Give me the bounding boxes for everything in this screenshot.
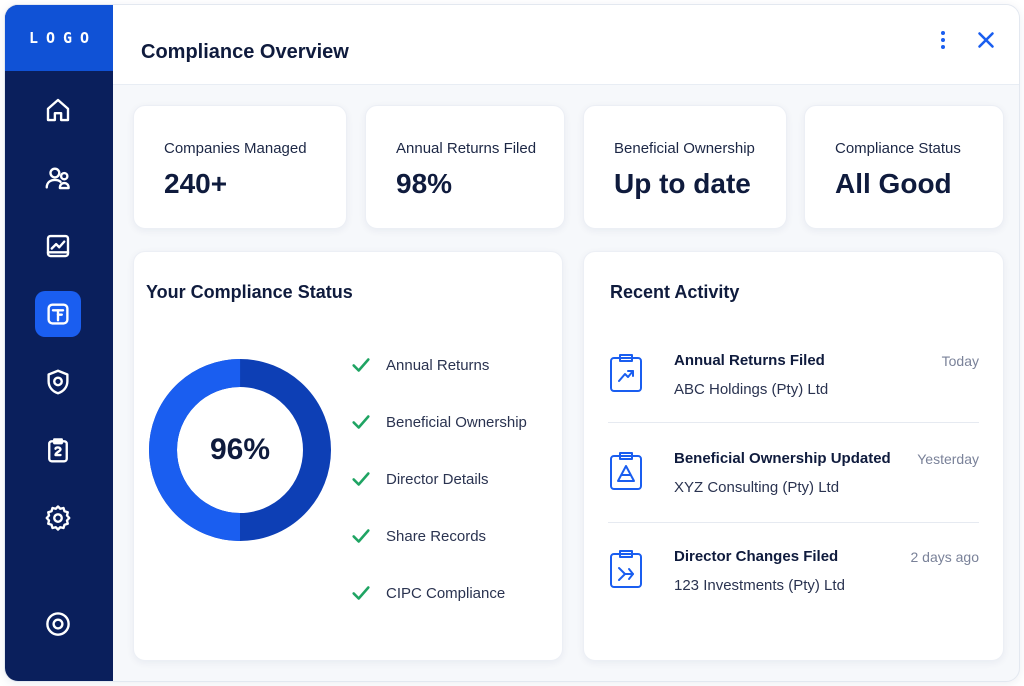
activity-item[interactable]: Director Changes Filed 2 days ago 123 In… <box>608 548 979 636</box>
header: Compliance Overview <box>113 5 1019 85</box>
recent-activity-panel: Recent Activity Annual Returns Filed Tod… <box>583 251 1004 661</box>
compliance-status-panel: Your Compliance Status 96% Annual Return… <box>133 251 563 661</box>
nav-home[interactable] <box>35 87 81 133</box>
clipboard-director-icon <box>608 548 644 590</box>
divider <box>608 422 979 423</box>
activity-item[interactable]: Beneficial Ownership Updated Yesterday X… <box>608 450 979 538</box>
stat-card-compliance-status: Compliance Status All Good <box>804 105 1004 229</box>
check-icon <box>350 525 372 547</box>
check-label: Beneficial Ownership <box>386 413 527 431</box>
logo[interactable]: LOGO <box>5 5 113 71</box>
home-icon <box>46 98 70 122</box>
nav-settings[interactable] <box>35 495 81 541</box>
activity-time: Today <box>941 353 979 369</box>
check-item: Share Records <box>350 525 486 547</box>
stat-card-annual-returns: Annual Returns Filed 98% <box>365 105 565 229</box>
nav-users[interactable] <box>35 155 81 201</box>
activity-time: Yesterday <box>917 451 979 467</box>
clipboard-ownership-icon <box>608 450 644 492</box>
activity-company: XYZ Consulting (Pty) Ltd <box>674 479 840 496</box>
check-label: Share Records <box>386 527 487 545</box>
close-icon <box>978 32 994 48</box>
document-icon <box>47 303 69 325</box>
page-title: Compliance Overview <box>141 41 349 63</box>
app-window: LOGO Compliance Overview <box>4 4 1020 682</box>
stat-value: 98% <box>396 168 453 199</box>
check-icon <box>350 354 372 376</box>
activity-company: 123 Investments (Pty) Ltd <box>674 577 845 594</box>
nav-security[interactable] <box>35 359 81 405</box>
check-item: CIPC Compliance <box>350 582 505 604</box>
donut-progress <box>149 359 331 541</box>
check-icon <box>350 468 372 490</box>
check-item: Beneficial Ownership <box>350 411 527 433</box>
close-button[interactable] <box>973 27 999 53</box>
stat-label: Companies Managed <box>164 140 307 157</box>
compliance-donut <box>149 359 331 541</box>
stat-value: Up to date <box>614 168 751 199</box>
activity-time: 2 days ago <box>910 549 980 565</box>
stat-value: All Good <box>835 168 952 199</box>
stat-label: Compliance Status <box>835 140 961 157</box>
target-icon <box>46 612 70 636</box>
sidebar: LOGO <box>5 5 113 681</box>
activity-title: Beneficial Ownership Updated <box>674 450 891 467</box>
nav-tasks[interactable] <box>35 427 81 473</box>
settings-icon <box>45 505 71 531</box>
check-icon <box>350 582 372 604</box>
nav-target[interactable] <box>35 601 81 647</box>
activity-title: Annual Returns Filed <box>674 352 825 369</box>
logo-text: LOGO <box>28 29 98 47</box>
nav-reports[interactable] <box>35 223 81 269</box>
activity-item[interactable]: Annual Returns Filed Today ABC Holdings … <box>608 352 979 440</box>
check-label: Director Details <box>386 470 489 488</box>
stat-label: Beneficial Ownership <box>614 140 755 157</box>
check-item: Annual Returns <box>350 354 489 376</box>
clipboard-icon <box>48 438 68 463</box>
stat-value: 240+ <box>164 168 228 199</box>
check-label: CIPC Compliance <box>386 584 506 602</box>
stat-label: Annual Returns Filed <box>396 140 537 157</box>
compliance-percent: 96% <box>209 433 271 466</box>
divider <box>608 522 979 523</box>
check-icon <box>350 411 372 433</box>
clipboard-returns-icon <box>608 352 644 394</box>
users-icon <box>45 167 70 190</box>
check-item: Director Details <box>350 468 489 490</box>
check-label: Annual Returns <box>386 356 490 374</box>
stat-card-companies: Companies Managed 240+ <box>133 105 347 229</box>
chart-folder-icon <box>46 234 70 258</box>
stat-card-beneficial-ownership: Beneficial Ownership Up to date <box>583 105 787 229</box>
more-menu-button[interactable] <box>933 27 953 53</box>
section-title: Your Compliance Status <box>146 282 353 302</box>
shield-icon <box>47 369 69 395</box>
more-vertical-icon <box>941 31 945 35</box>
nav-documents[interactable] <box>35 291 81 337</box>
activity-title: Director Changes Filed <box>674 548 839 565</box>
activity-company: ABC Holdings (Pty) Ltd <box>674 381 829 398</box>
section-title: Recent Activity <box>610 282 740 302</box>
